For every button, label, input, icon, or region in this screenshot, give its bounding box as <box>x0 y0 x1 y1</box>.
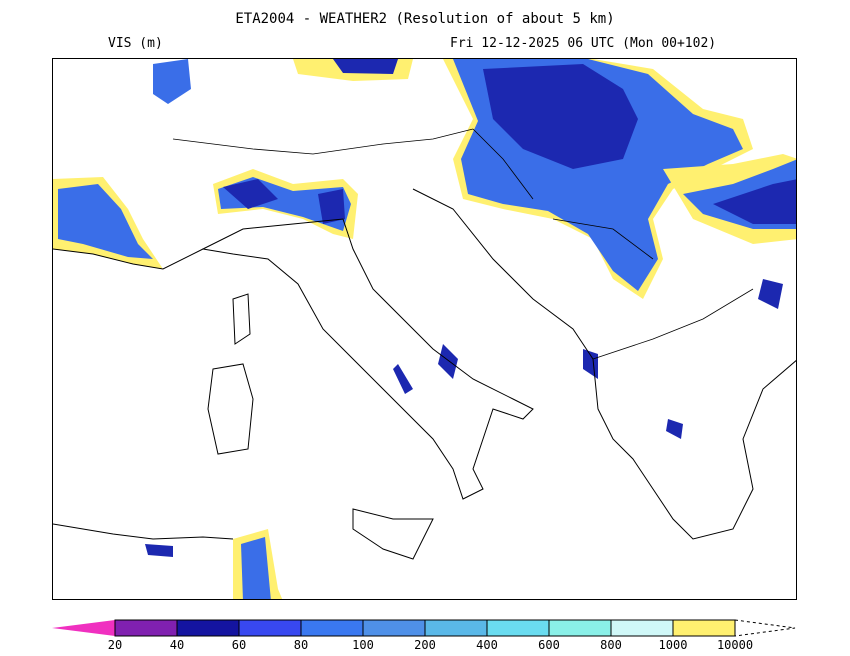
coastline-corsica <box>232 293 251 345</box>
colorbar-swatch <box>176 619 240 637</box>
coastlines <box>53 128 796 560</box>
coastline-italy <box>201 218 534 500</box>
colorbar-swatch <box>114 619 178 637</box>
chart-title: ETA2004 - WEATHER2 (Resolution of about … <box>235 11 615 27</box>
colorbar-tick-label: 600 <box>538 638 560 652</box>
colorbar-swatch <box>610 619 674 637</box>
colorbar-tick-label: 40 <box>169 638 185 652</box>
valid-time-label: Fri 12-12-2025 06 UTC (Mon 00+102) <box>450 36 717 51</box>
colorbar-swatch <box>548 619 612 637</box>
map-panel <box>52 58 797 600</box>
colorbar-swatch <box>300 619 364 637</box>
colorbar-tick-label: 60 <box>231 638 247 652</box>
colorbar-over-arrow <box>734 619 796 637</box>
colorbar-tick-label: 400 <box>476 638 498 652</box>
coastline-africa <box>53 523 234 540</box>
coastline-sicily <box>352 508 434 560</box>
colorbar-under-arrow <box>52 620 115 636</box>
colorbar-tick-label: 100 <box>352 638 374 652</box>
coastline-balkans <box>412 188 796 540</box>
colorbar <box>52 619 796 637</box>
colorbar-tick-label: 80 <box>293 638 309 652</box>
fog-areas <box>53 59 796 599</box>
colorbar-swatch <box>238 619 302 637</box>
colorbar-tick-label: 800 <box>600 638 622 652</box>
colorbar-tick-label: 200 <box>414 638 436 652</box>
colorbar-tick-label: 10000 <box>716 638 754 652</box>
coastline-sardinia <box>207 363 254 455</box>
coastline-france <box>53 248 204 270</box>
map-canvas <box>53 59 796 599</box>
colorbar-swatch <box>486 619 550 637</box>
variable-label: VIS (m) <box>108 36 163 51</box>
colorbar-tick-label: 20 <box>107 638 123 652</box>
borders <box>172 128 754 360</box>
colorbar-swatch <box>672 619 736 637</box>
colorbar-swatch <box>362 619 426 637</box>
colorbar-tick-label: 1000 <box>658 638 688 652</box>
colorbar-swatch <box>424 619 488 637</box>
